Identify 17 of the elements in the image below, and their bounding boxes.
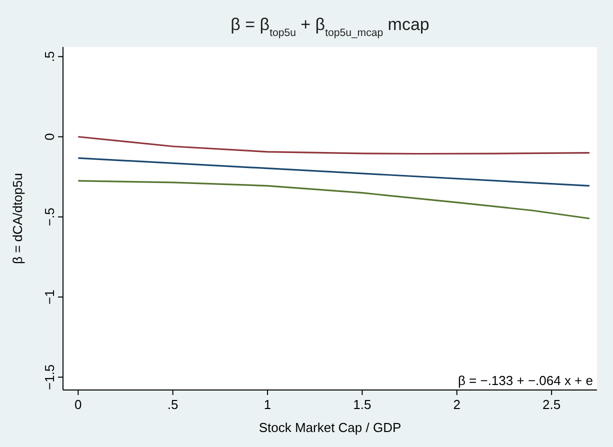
y-tick-label: −1 [42,290,57,304]
x-tick-label: 2.5 [542,397,561,412]
x-tick-label: 0 [74,397,82,412]
line-series [77,180,590,220]
y-tick-label: −1.5 [42,364,57,390]
annotation: β = −.133 + −.064 x + e [458,373,593,388]
y-axis-title: β = dCA/dtop5u [10,173,25,264]
x-tick-label: 2 [453,397,460,412]
line-series [77,136,590,155]
x-tick-label: 1.5 [353,397,372,412]
chart-title: β = β$_{top5u}$ + β$_{top5u_mcap}$ mcap [230,15,430,39]
y-tick-label: 0 [42,133,57,140]
x-axis-title: Stock Market Cap / GDP [258,420,402,435]
x-tick-label: .5 [167,397,178,412]
x-tick-label: 1 [264,397,272,412]
y-tick-label: −.5 [42,208,57,226]
y-tick-label: .5 [42,51,57,62]
